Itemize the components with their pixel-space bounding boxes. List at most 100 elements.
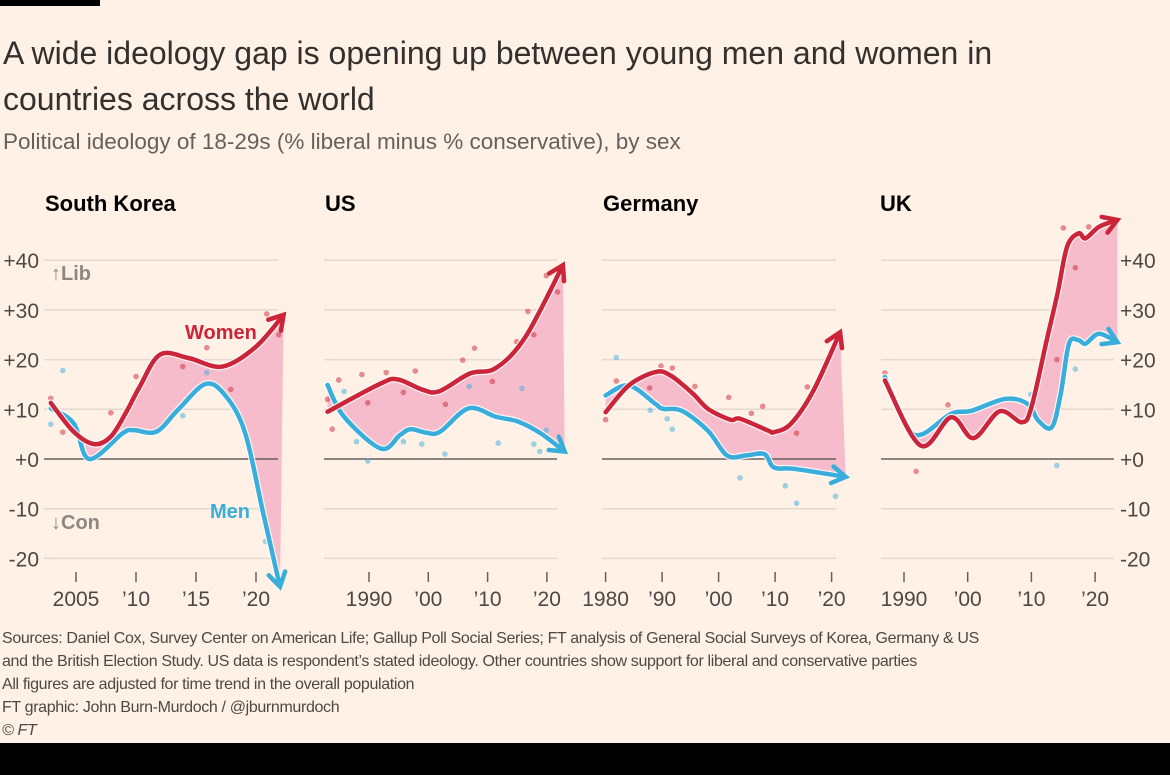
men-data-point [793, 500, 800, 507]
y-tick-label-right: -10 [1120, 499, 1150, 522]
panel-title: South Korea [45, 191, 177, 216]
women-data-point [793, 430, 800, 436]
conservative-direction-label: ↓Con [51, 512, 100, 534]
women-data-point [442, 401, 449, 408]
men-data-point [737, 475, 743, 481]
women-data-point [228, 386, 234, 393]
panel-uk: UK 1990 ’00 ’10 ’20 [880, 191, 1122, 611]
men-arrowhead-icon [266, 569, 288, 591]
women-data-point [613, 378, 620, 384]
women-data-point [1060, 225, 1067, 231]
y-tick-label-right: +0 [1120, 449, 1144, 472]
x-tick-label: ’15 [182, 588, 210, 611]
men-data-point [782, 483, 789, 489]
women-data-point [945, 402, 951, 408]
men-data-point [1072, 366, 1079, 372]
women-trend-line [882, 217, 1120, 449]
liberal-direction-label: ↑Lib [51, 263, 91, 285]
x-tick-label: 2005 [53, 588, 100, 611]
y-tick-label-left: +20 [3, 350, 39, 373]
women-data-point [359, 371, 365, 378]
women-data-point [324, 396, 331, 403]
y-tick-label-right: +10 [1120, 399, 1156, 422]
men-arrowhead-icon [546, 434, 569, 455]
women-data-point [108, 409, 114, 416]
men-data-point [543, 427, 550, 433]
women-data-point [180, 363, 186, 370]
men-data-point [353, 438, 360, 445]
women-data-point [658, 363, 664, 369]
women-data-point [804, 384, 811, 390]
y-tick-label-right: +30 [1120, 300, 1156, 323]
x-tick-label: ’10 [761, 588, 789, 611]
gap-fill-area [605, 332, 846, 477]
chart-title: A wide ideology gap is opening up betwee… [3, 35, 993, 117]
women-data-point [383, 369, 389, 376]
panel-us: US 1990 ’00 ’10 ’20 [323, 191, 569, 611]
women-series-label: Women [185, 322, 257, 344]
women-data-point [1072, 264, 1079, 271]
x-tick-label: ’20 [1081, 588, 1109, 611]
women-data-point [329, 426, 336, 432]
panel-title: US [325, 191, 356, 216]
sources-line-2: and the British Election Study. US data … [2, 653, 917, 670]
x-tick-label: ’20 [242, 588, 270, 611]
women-data-point [531, 331, 537, 338]
x-tick-label: ’00 [414, 588, 442, 611]
women-trend-line [48, 312, 286, 447]
men-data-point [204, 369, 210, 376]
men-data-point [669, 426, 676, 432]
x-tick-label: 1980 [582, 588, 629, 611]
women-data-point [554, 289, 561, 295]
x-tick-label: ’20 [533, 588, 561, 611]
men-data-point [664, 415, 670, 422]
y-tick-label-left: -20 [9, 548, 39, 571]
men-data-point [418, 441, 425, 447]
x-tick-label: ’20 [818, 588, 846, 611]
men-series-label: Men [210, 501, 250, 523]
men-data-point [48, 421, 54, 428]
panel-south-korea: South Korea 2005 ’10 ’15 ’20 [44, 191, 288, 611]
panel-title: Germany [603, 191, 699, 216]
x-tick-label: ’10 [122, 588, 150, 611]
gap-fill-area [50, 314, 284, 587]
women-data-point [365, 400, 371, 406]
men-data-point [832, 493, 839, 500]
x-tick-label: ’00 [705, 588, 733, 611]
adjustment-note: All figures are adjusted for time trend … [2, 676, 415, 693]
x-tick-label: ’10 [1017, 588, 1045, 611]
y-tick-label-right: +20 [1120, 350, 1156, 373]
women-data-point [133, 373, 139, 380]
graphic-credit: FT graphic: John Burn-Murdoch / @jburnmu… [2, 699, 340, 716]
women-data-point [646, 385, 653, 391]
men-trend-line [882, 331, 1120, 438]
women-data-point [204, 344, 210, 351]
women-trend-line [325, 262, 566, 415]
women-arrowhead-icon [824, 328, 845, 351]
x-tick-label: ’10 [474, 588, 502, 611]
women-data-point [459, 357, 466, 363]
women-data-point [60, 429, 66, 435]
women-data-point [400, 389, 407, 396]
women-data-point [489, 378, 496, 385]
x-tick-label: 1990 [881, 588, 928, 611]
men-data-point [400, 438, 407, 445]
women-data-point [692, 383, 698, 390]
y-tick-label-left: +40 [3, 250, 39, 273]
men-data-point [1054, 462, 1060, 469]
men-data-point [536, 448, 543, 455]
women-data-point [748, 410, 755, 417]
y-tick-label-left: -10 [9, 499, 39, 522]
men-data-point [341, 388, 347, 395]
men-data-point [519, 385, 525, 392]
men-line-outline [881, 330, 1121, 439]
chart-footer: Sources: Daniel Cox, Survey Center on Am… [2, 627, 979, 742]
y-tick-label-left: +0 [15, 449, 39, 472]
men-data-point [647, 407, 654, 414]
women-arrowhead-icon [1099, 214, 1122, 235]
women-data-point [1085, 224, 1092, 230]
women-data-point [471, 345, 478, 351]
men-data-point [180, 412, 186, 419]
copyright: © FT [2, 722, 37, 739]
women-data-point [412, 368, 419, 374]
